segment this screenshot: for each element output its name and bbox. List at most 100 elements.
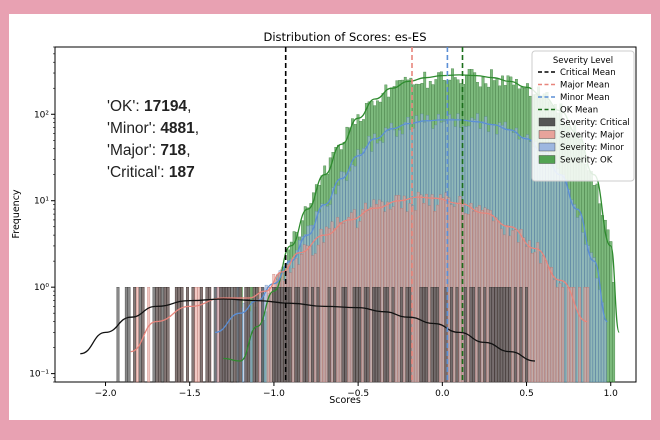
histogram-bar xyxy=(603,319,607,383)
histogram-bar xyxy=(158,287,162,383)
histogram-bar xyxy=(361,209,365,383)
histogram-bar xyxy=(174,287,178,383)
histogram-bar xyxy=(530,253,534,383)
histogram-bar xyxy=(305,287,309,383)
histogram-bar xyxy=(369,206,373,383)
histogram-bar xyxy=(224,287,228,383)
histogram-bar xyxy=(330,221,334,383)
histogram-bar xyxy=(136,287,139,383)
histogram-bar xyxy=(472,287,476,383)
histogram-bar xyxy=(439,194,442,383)
legend-label: Minor Mean xyxy=(560,93,610,103)
histogram-bar xyxy=(116,287,120,383)
histogram-bar xyxy=(247,287,250,383)
histogram-bar xyxy=(314,253,317,383)
y-tick-label: 10² xyxy=(34,110,49,120)
histogram-bar xyxy=(491,287,495,383)
histogram-bar xyxy=(466,214,470,383)
histogram-bar xyxy=(261,287,264,383)
count-value: 718 xyxy=(160,142,187,159)
histogram-bar xyxy=(612,282,616,383)
histogram-bar xyxy=(505,287,509,383)
histogram-bar xyxy=(389,209,392,383)
histogram-bar xyxy=(586,287,590,383)
histogram-bar xyxy=(233,287,237,383)
histogram-bar xyxy=(236,287,239,383)
histogram-bar xyxy=(536,242,540,383)
histogram-bar xyxy=(469,287,473,383)
histogram-bar xyxy=(205,287,209,383)
histogram-bar xyxy=(497,287,501,383)
histogram-bar xyxy=(494,287,498,383)
histogram-bar xyxy=(555,287,559,383)
histogram-bar xyxy=(569,287,573,383)
histogram-bar xyxy=(533,251,537,383)
histogram-bar xyxy=(558,283,562,383)
legend-label: Severity: Critical xyxy=(560,118,630,128)
histogram-bar xyxy=(377,287,381,383)
chart-title: Distribution of Scores: es-ES xyxy=(264,30,427,44)
count-value: 4881 xyxy=(160,120,195,137)
histogram-bar xyxy=(500,287,503,383)
histogram-bar xyxy=(427,205,431,383)
histogram-bar xyxy=(300,254,303,383)
histogram-bar xyxy=(477,287,481,383)
histogram-bar xyxy=(411,205,415,383)
histogram-bar xyxy=(450,287,453,383)
histogram-bar xyxy=(213,287,217,383)
histogram-bar xyxy=(525,287,528,383)
legend-label: OK Mean xyxy=(560,106,598,116)
histogram-bar xyxy=(216,287,220,383)
legend-box xyxy=(531,50,635,182)
histogram-bar xyxy=(541,255,545,383)
histogram-bar xyxy=(419,287,423,383)
legend: Severity Level Critical Mean Major Mean Mi… xyxy=(531,50,635,182)
histogram-bar xyxy=(402,195,406,383)
x-tick-label: −2.0 xyxy=(95,389,117,399)
count-value: 17194 xyxy=(143,98,188,115)
histogram-bar xyxy=(386,287,389,383)
legend-patch-swatch xyxy=(538,130,556,139)
y-tick-label: 10⁰ xyxy=(34,283,49,293)
histogram-bar xyxy=(350,212,353,383)
histogram-bar xyxy=(311,287,314,383)
histogram-bar xyxy=(191,287,195,383)
histogram-bar xyxy=(208,287,212,383)
histogram-bar xyxy=(458,196,462,383)
histogram-bar xyxy=(502,287,506,383)
histogram-bar xyxy=(180,287,184,383)
count-row-major: 'Major': 718, xyxy=(107,142,191,159)
count-row-ok: 'OK': 17194, xyxy=(107,98,192,115)
histogram-bar xyxy=(550,267,553,383)
y-tick-label: 10¹ xyxy=(34,197,49,207)
legend-label: Severity: OK xyxy=(560,156,613,166)
histogram-bar xyxy=(147,287,151,383)
histogram-bar xyxy=(513,287,517,383)
histogram-bar xyxy=(566,287,570,383)
legend-label: Major Mean xyxy=(560,81,609,91)
histogram-bar xyxy=(344,287,348,383)
histogram-bar xyxy=(166,287,170,383)
histogram-bar xyxy=(319,228,323,383)
histogram-bar xyxy=(283,287,287,383)
histogram-bar xyxy=(138,287,142,383)
histogram-bar xyxy=(230,287,234,383)
count-row-critical: 'Critical': 187 xyxy=(107,164,195,181)
count-label: 'Minor' xyxy=(107,120,152,137)
x-tick-label: −1.0 xyxy=(263,389,285,399)
histogram-bar xyxy=(194,287,198,383)
histogram-bar xyxy=(186,287,189,383)
histogram-bar xyxy=(238,287,242,383)
histogram-bar xyxy=(152,287,156,383)
count-row-minor: 'Minor': 4881, xyxy=(107,120,200,137)
histogram-bar xyxy=(483,287,487,383)
histogram-bar xyxy=(363,287,367,383)
legend-label: Critical Mean xyxy=(560,68,616,78)
histogram-bar xyxy=(339,222,342,383)
histogram-bar xyxy=(127,287,131,383)
histogram-bar xyxy=(288,287,292,383)
histogram-bar xyxy=(583,287,587,383)
y-axis-label: Frequency xyxy=(11,189,22,238)
legend-patch-swatch xyxy=(538,142,556,152)
